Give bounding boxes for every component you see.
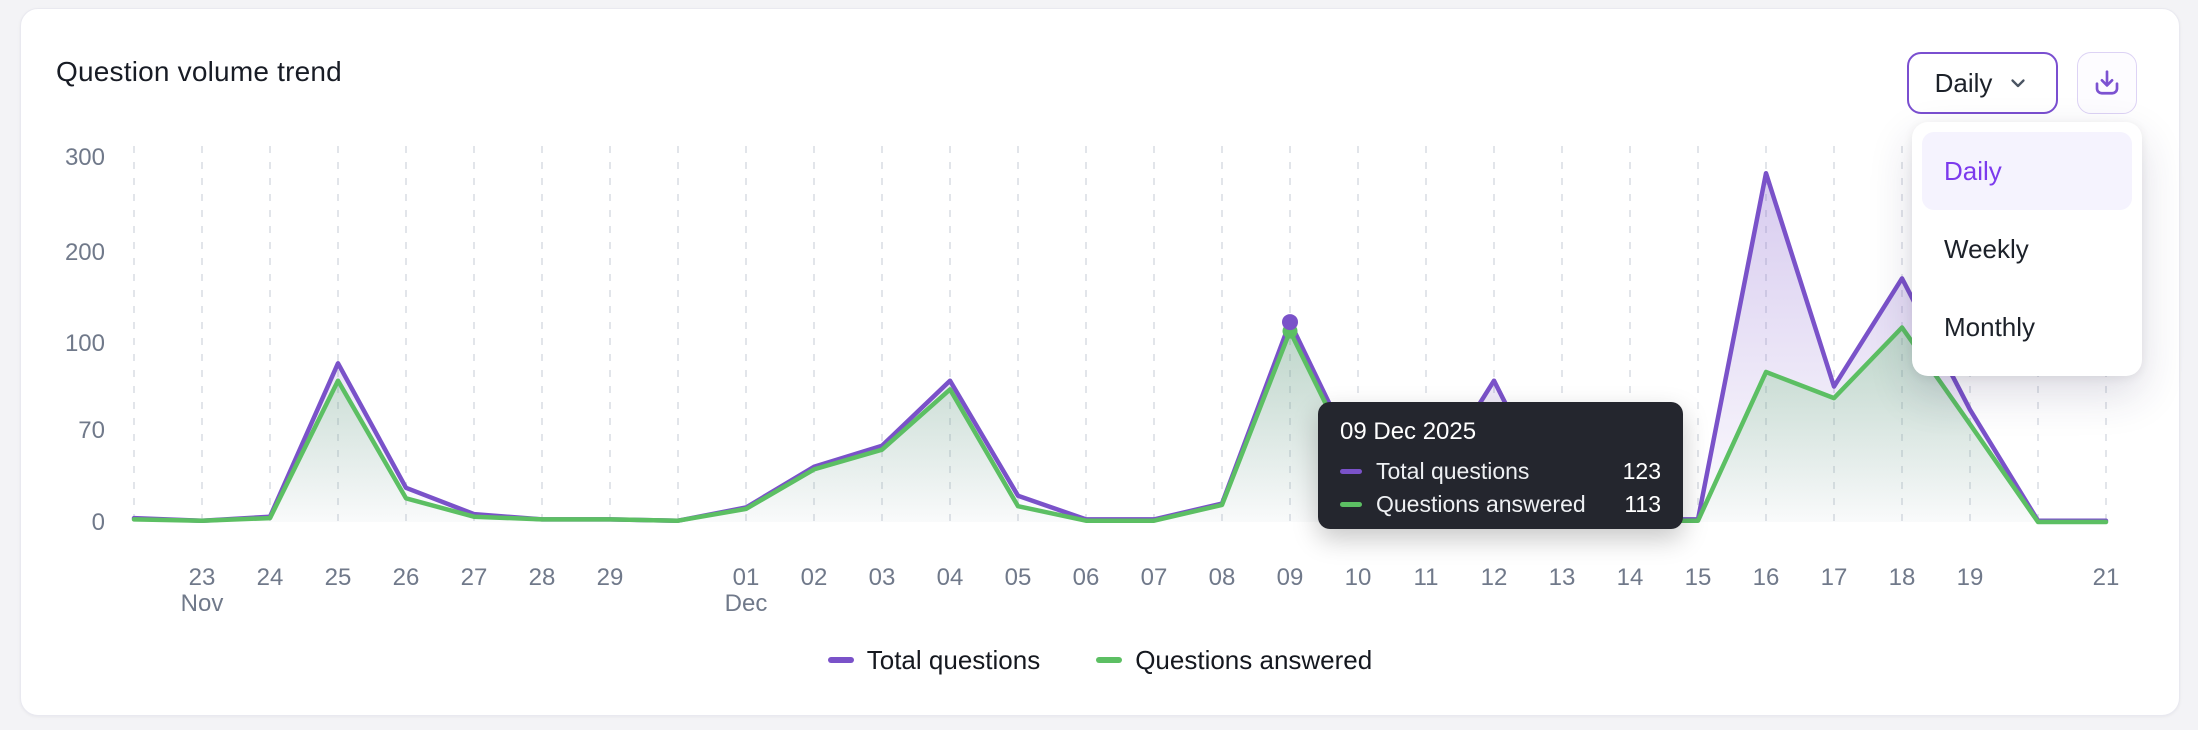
tooltip-series-dash-icon xyxy=(1340,469,1362,474)
tooltip-date: 09 Dec 2025 xyxy=(1340,418,1477,445)
menu-item-daily[interactable]: Daily xyxy=(1922,132,2132,210)
x-axis-tick-label: 07 xyxy=(1141,564,1168,591)
download-button[interactable] xyxy=(2077,52,2137,114)
y-axis-tick-label: 100 xyxy=(65,330,105,357)
tooltip-rows: Total questions 123 Questions answered 113 xyxy=(1340,455,1661,521)
legend-label: Questions answered xyxy=(1135,644,1373,675)
chart-tooltip: 09 Dec 2025 Total questions 123 Questions … xyxy=(1318,402,1683,529)
tooltip-series-dash-icon xyxy=(1340,502,1362,507)
tooltip-row: Total questions 123 xyxy=(1340,455,1661,488)
x-axis-tick-label: 01 xyxy=(733,564,760,591)
range-selector-value: Daily xyxy=(1934,67,1993,98)
chart-legend: Total questions Questions answered xyxy=(110,636,2090,684)
x-axis-tick-label: 16 xyxy=(1753,564,1780,591)
y-axis-tick-label: 300 xyxy=(65,144,105,171)
x-axis-tick-label: 02 xyxy=(801,564,828,591)
x-axis-tick-label: 13 xyxy=(1549,564,1576,591)
y-axis-tick-label: 200 xyxy=(65,239,105,266)
series-line-questions-answered xyxy=(131,325,2109,525)
x-axis-tick-label: 27 xyxy=(461,564,488,591)
range-selector-button[interactable]: Daily xyxy=(1907,52,2058,114)
x-axis-tick-label: 08 xyxy=(1209,564,1236,591)
x-axis-tick-label: 19 xyxy=(1957,564,1984,591)
menu-item-monthly[interactable]: Monthly xyxy=(1944,311,2036,342)
legend-dash-icon xyxy=(1096,657,1123,663)
download-icon xyxy=(2095,70,2119,95)
x-axis-tick-label: 24 xyxy=(257,564,284,591)
x-axis-tick-label: 04 xyxy=(937,564,964,591)
x-axis-month-label: Nov xyxy=(181,590,224,617)
legend-item: Questions answered xyxy=(1096,645,1372,676)
x-axis-tick-label: 23 xyxy=(189,564,216,591)
x-axis-tick-label: 28 xyxy=(529,564,556,591)
chevron-down-icon xyxy=(2011,79,2026,88)
x-axis-tick-label: 29 xyxy=(597,564,624,591)
x-axis-month-label: Dec xyxy=(725,590,768,617)
tooltip-series-value: 113 xyxy=(1624,491,1661,517)
series-areas xyxy=(134,173,2106,522)
tooltip-row: Questions answered 113 xyxy=(1340,488,1661,521)
series-lines xyxy=(131,170,2109,525)
tooltip-series-value: 123 xyxy=(1622,458,1661,484)
menu-item-weekly[interactable]: Weekly xyxy=(1944,233,2029,264)
page-title: Question volume trend xyxy=(56,56,342,87)
legend-label: Total questions xyxy=(866,644,1041,675)
x-axis-tick-label: 09 xyxy=(1277,564,1304,591)
active-dot-total-questions xyxy=(1282,314,1298,331)
active-points xyxy=(1282,314,1298,339)
x-axis-tick-label: 03 xyxy=(869,564,896,591)
x-axis-tick-label: 17 xyxy=(1821,564,1848,591)
x-axis-tick-label: 25 xyxy=(325,564,352,591)
x-axis-tick-label: 26 xyxy=(393,564,420,591)
y-axis-tick-label: 0 xyxy=(92,509,105,536)
x-axis-tick-label: 15 xyxy=(1685,564,1712,591)
x-axis-tick-label: 18 xyxy=(1889,564,1916,591)
legend-dash-icon xyxy=(827,657,854,663)
x-axis-tick-label: 05 xyxy=(1005,564,1032,591)
series-area-questions-answered xyxy=(134,327,2106,522)
y-axis-tick-label: 70 xyxy=(78,417,105,444)
x-axis-tick-label: 11 xyxy=(1414,564,1439,591)
x-axis-tick-label: 06 xyxy=(1073,564,1100,591)
range-dropdown-menu: Daily Weekly Monthly xyxy=(1912,122,2142,376)
tooltip-series-label: Questions answered xyxy=(1376,491,1586,517)
x-axis-tick-label: 12 xyxy=(1481,564,1508,591)
x-axis-tick-label: 10 xyxy=(1345,564,1372,591)
x-axis-tick-label: 14 xyxy=(1617,564,1644,591)
legend-item: Total questions xyxy=(827,644,1041,676)
tooltip-series-label: Total questions xyxy=(1376,458,1530,484)
axis-labels: 0 70 100 200 300 23 24 25 26 27 28 29 01 02 03 04 05 06 07… xyxy=(65,144,2119,617)
x-axis-tick-label: 21 xyxy=(2093,564,2120,591)
